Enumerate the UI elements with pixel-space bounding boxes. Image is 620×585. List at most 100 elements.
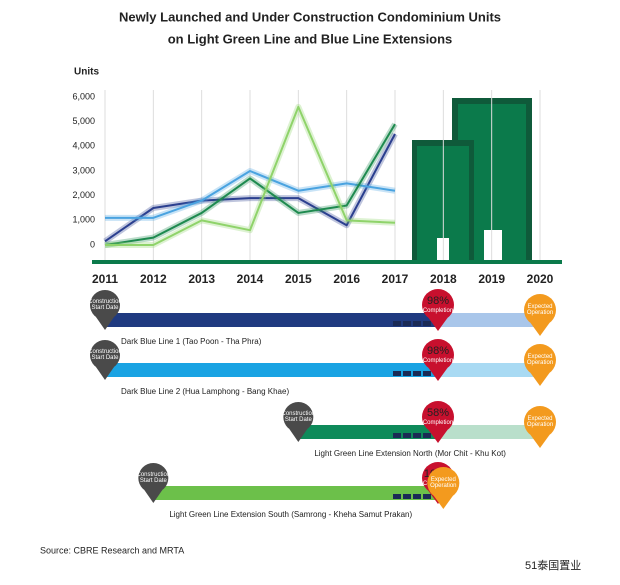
operation-marker-pin xyxy=(530,434,550,448)
buildings xyxy=(412,98,532,262)
completion-marker-label: Completion xyxy=(422,307,454,314)
bar-tick xyxy=(413,321,421,326)
x-tick-label: 2015 xyxy=(285,272,312,286)
completion-marker-pin xyxy=(428,317,448,331)
start-marker-pin xyxy=(96,367,114,380)
completion-marker-pin xyxy=(428,429,448,443)
x-tick-label: 2014 xyxy=(237,272,264,286)
y-tick-label: 3,000 xyxy=(72,165,95,175)
future-bar xyxy=(438,313,540,327)
y-tick-label: 1,000 xyxy=(72,215,95,225)
bar-tick xyxy=(413,494,421,499)
operation-marker-circle xyxy=(427,467,460,499)
bar-tick xyxy=(423,494,431,499)
series-line xyxy=(104,133,396,243)
bar-tick xyxy=(423,321,431,326)
operation-marker-pin xyxy=(530,322,550,336)
y-tick-label: 4,000 xyxy=(72,141,95,151)
source: Source: CBRE Research and MRTA xyxy=(40,545,184,555)
operation-marker-label: Expected Operation xyxy=(526,353,554,367)
operation-marker-pin xyxy=(530,372,550,386)
start-marker-pin xyxy=(144,490,163,503)
timeline-bar xyxy=(153,486,439,500)
start-marker-label: Construction Start Date xyxy=(138,471,168,485)
operation-marker-label: Expected Operation xyxy=(526,303,554,317)
x-tick-label: 2020 xyxy=(527,272,554,286)
start-marker-circle xyxy=(90,290,120,320)
y-tick-label: 2,000 xyxy=(72,190,95,200)
start-marker-circle xyxy=(283,402,314,432)
operation-marker-text: Expected Operation xyxy=(526,353,554,367)
bar-tick xyxy=(403,371,411,376)
start-marker-label: Construction Start Date xyxy=(283,410,313,424)
start-marker-pin xyxy=(96,317,114,330)
operation-marker-text: Expected Operation xyxy=(526,415,554,429)
x-tick-label: 2011 xyxy=(92,272,118,286)
bar-tick xyxy=(423,433,431,438)
start-marker-text: Construction Start Date xyxy=(138,471,168,485)
start-marker: Construction Start Date xyxy=(138,463,169,503)
x-tick-label: 2013 xyxy=(188,272,215,286)
future-bar xyxy=(438,363,540,377)
bar-tick xyxy=(423,371,431,376)
completion-marker-circle xyxy=(422,401,454,433)
completion-marker-text: Completion xyxy=(422,419,454,426)
start-marker-pin xyxy=(289,429,308,442)
bar-tick xyxy=(393,371,401,376)
series-line xyxy=(105,105,396,246)
completion-marker-text: Completion xyxy=(422,307,454,314)
x-tick-label: 2012 xyxy=(140,272,167,286)
start-marker-label: Construction Start Date xyxy=(90,348,120,362)
timeline-bar xyxy=(105,363,438,377)
series-line xyxy=(104,123,396,246)
x-tick-label: 2019 xyxy=(478,272,505,286)
operation-marker: Expected Operation xyxy=(427,467,460,509)
completion-marker-pin xyxy=(428,367,448,381)
operation-marker-circle xyxy=(524,294,556,326)
start-marker-text: Construction Start Date xyxy=(90,348,120,362)
line-name: Dark Blue Line 2 (Hua Lamphong - Bang Kh… xyxy=(121,387,289,396)
y-axis-label: Units xyxy=(74,67,99,78)
start-marker-text: Construction Start Date xyxy=(283,410,313,424)
start-marker: Construction Start Date xyxy=(283,402,314,442)
completion-marker-circle xyxy=(422,339,454,371)
operation-marker: Expected Operation xyxy=(524,344,556,386)
start-marker: Construction Start Date xyxy=(90,340,120,380)
start-marker-circle xyxy=(90,340,120,370)
line-name: Light Green Line Extension South (Samron… xyxy=(169,510,412,519)
operation-marker-text: Expected Operation xyxy=(526,303,554,317)
timeline-bar xyxy=(105,313,438,327)
y-tick-label: 6,000 xyxy=(72,91,95,101)
bar-tick xyxy=(413,371,421,376)
x-tick-label: 2018 xyxy=(430,272,457,286)
line-name: Light Green Line Extension North (Mor Ch… xyxy=(314,449,506,458)
completion-marker: 98%Completion xyxy=(422,339,454,381)
baseline xyxy=(92,260,562,264)
operation-marker-pin xyxy=(433,495,453,509)
completion-marker: 58%Completion xyxy=(422,401,454,443)
completion-marker-value: 98% xyxy=(427,345,449,357)
bar-tick xyxy=(393,494,401,499)
completion-marker-value: 58% xyxy=(427,407,449,419)
operation-marker-circle xyxy=(524,344,556,376)
bar-tick xyxy=(393,321,401,326)
completion-marker-text: Completion xyxy=(422,357,454,364)
y-tick-label: 5,000 xyxy=(72,116,95,126)
future-bar xyxy=(438,425,540,439)
operation-marker: Expected Operation xyxy=(524,294,556,336)
completion-marker-circle xyxy=(422,289,454,321)
chart-title: Newly Launched and Under Construction Co… xyxy=(119,9,501,24)
series-line xyxy=(105,170,396,219)
operation-marker-circle xyxy=(524,406,556,438)
y-tick-label: 0 xyxy=(90,239,95,249)
operation-marker-label: Expected Operation xyxy=(430,476,457,490)
completion-marker-label: Completion xyxy=(422,357,454,364)
start-marker-text: Construction Start Date xyxy=(90,299,120,312)
operation-marker-label: Expected Operation xyxy=(526,415,554,429)
chart-subtitle: on Light Green Line and Blue Line Extens… xyxy=(168,31,453,46)
completion-marker-value: 98% xyxy=(427,295,449,307)
completion-marker-label: Completion xyxy=(422,419,454,426)
watermark: 51泰国置业 xyxy=(525,558,581,572)
operation-marker-text: Expected Operation xyxy=(430,476,457,490)
bar-tick xyxy=(403,494,411,499)
